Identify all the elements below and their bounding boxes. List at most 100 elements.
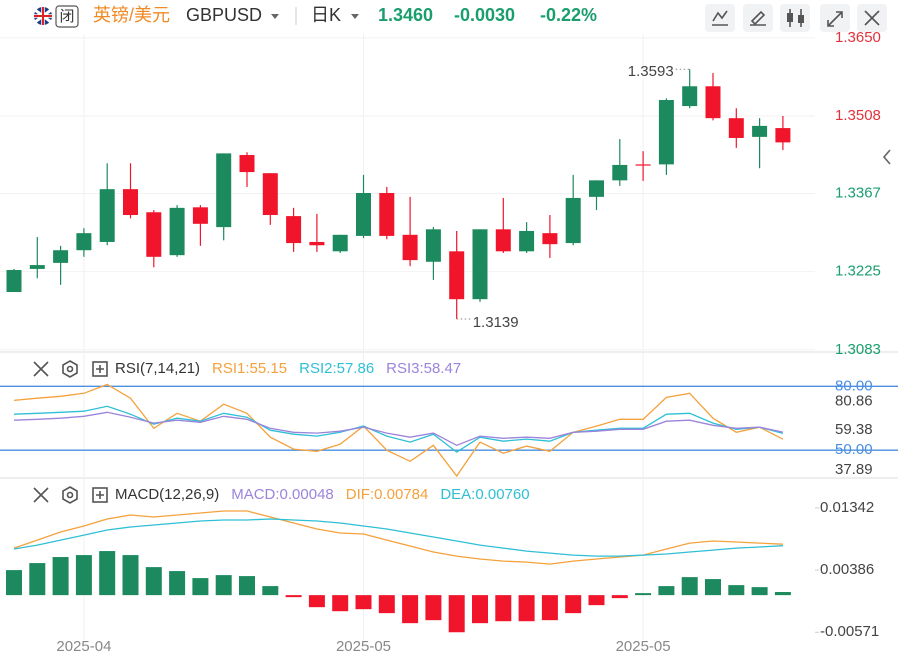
y-tick-label: 50.00 — [835, 441, 873, 458]
histogram-bar — [565, 595, 582, 614]
candle-body — [169, 207, 185, 256]
symbol[interactable]: GBPUSD — [186, 5, 262, 25]
candle-body — [29, 265, 45, 269]
legend-entry: DIF:0.00784 — [346, 486, 429, 503]
candle-body — [705, 86, 721, 119]
series-line — [13, 383, 784, 478]
high-label: 1.3593 — [628, 63, 674, 80]
histogram-bar — [448, 595, 465, 633]
dropdown-arrow[interactable] — [271, 14, 279, 19]
histogram-bar — [99, 551, 116, 596]
candle-body — [216, 153, 232, 228]
histogram-bar — [518, 595, 535, 622]
closed-badge — [55, 5, 79, 28]
candle-body — [449, 251, 465, 300]
histogram-bar — [611, 595, 628, 599]
candle-body — [658, 100, 674, 165]
candle-body — [519, 230, 535, 252]
candle-body — [728, 118, 744, 138]
draw-button[interactable] — [743, 4, 773, 32]
add-icon[interactable] — [92, 487, 108, 503]
histogram-bar — [774, 592, 791, 596]
histogram-bar — [472, 595, 488, 624]
settings-icon[interactable] — [62, 360, 78, 378]
candle-body — [192, 207, 208, 224]
legend-entry: DEA:0.00760 — [440, 486, 529, 503]
y-tick-label: 1.3650 — [835, 29, 881, 46]
settings-icon[interactable] — [62, 486, 78, 504]
y-tick-label: 0.00386 — [820, 561, 874, 578]
candle-body — [286, 216, 302, 244]
histogram-bar — [541, 595, 558, 621]
candle-body — [99, 189, 115, 242]
remove-icon[interactable] — [33, 361, 49, 377]
y-tick-label: -0.00571 — [820, 623, 879, 640]
toolbar — [705, 4, 887, 32]
y-tick-label: 1.3508 — [835, 107, 881, 124]
candle-body — [425, 229, 441, 262]
candle-body — [332, 234, 348, 252]
add-icon[interactable] — [92, 361, 108, 377]
histogram-bar — [355, 595, 372, 610]
period[interactable]: 日K — [311, 5, 341, 25]
rsi-toolbar — [33, 360, 108, 378]
y-tick-label: 1.3225 — [835, 263, 881, 280]
histogram-bar — [635, 593, 652, 596]
histogram-bar — [495, 595, 512, 622]
histogram-bar — [122, 555, 139, 596]
candle-body — [589, 180, 604, 197]
dropdown-arrow[interactable] — [351, 14, 359, 19]
candle-body — [775, 128, 791, 143]
collapse-arrow[interactable] — [882, 149, 891, 165]
histogram-bar — [681, 577, 698, 596]
y-tick-label: 80.86 — [835, 392, 873, 409]
candle-body — [356, 193, 371, 236]
candle-body — [76, 233, 92, 251]
y-tick-label: 1.3367 — [835, 185, 881, 202]
histogram-bar — [192, 578, 209, 596]
price-change: -0.0030 — [454, 5, 515, 25]
candle-body — [472, 229, 488, 300]
candle-body — [495, 229, 511, 252]
histogram-bar — [145, 567, 162, 596]
price-change-pct: -0.22% — [540, 5, 597, 25]
remove-icon[interactable] — [33, 487, 49, 503]
y-tick-label: 1.3083 — [835, 341, 881, 358]
chart-type-button[interactable] — [780, 4, 810, 32]
legend-entry: RSI1:55.15 — [212, 360, 287, 377]
candle-body — [379, 193, 395, 236]
histogram-bar — [285, 595, 302, 598]
candle-body — [612, 164, 628, 181]
series-line — [13, 510, 783, 565]
candle-body — [682, 86, 698, 107]
histogram-bar — [29, 563, 46, 596]
histogram-bar — [75, 555, 92, 596]
histogram-bar — [308, 595, 325, 608]
histogram-bar — [378, 595, 395, 614]
legend-entry: MACD:0.00048 — [231, 486, 334, 503]
x-tick-label: 2025-04 — [56, 638, 111, 655]
histogram-bar — [169, 571, 186, 596]
pair-name[interactable]: 英镑/美元 — [93, 5, 170, 25]
flag-icon — [34, 7, 52, 25]
candle-body — [262, 173, 278, 216]
histogram-bar — [262, 586, 279, 596]
histogram-bar — [215, 575, 232, 596]
header: 闭 英镑/美元 GBPUSD 日K 1.3460 -0.0030 -0.22% — [34, 4, 887, 32]
indicator-title: RSI(7,14,21) — [115, 360, 200, 377]
candle-body — [53, 250, 69, 263]
legend-entry: RSI3:58.47 — [386, 360, 461, 377]
candle-body — [123, 189, 138, 216]
histogram-bar — [658, 586, 675, 596]
indicator-button[interactable] — [705, 4, 735, 32]
macd-toolbar — [33, 486, 108, 504]
histogram-bar — [588, 595, 605, 606]
candle-body — [6, 270, 22, 293]
histogram-bar — [332, 595, 349, 612]
candle-body — [752, 125, 768, 137]
y-tick-label: 37.89 — [835, 461, 873, 478]
candle-body — [402, 234, 418, 261]
histogram-bar — [6, 570, 22, 596]
histogram-bar — [52, 557, 69, 596]
low-label: 1.3139 — [473, 314, 519, 331]
